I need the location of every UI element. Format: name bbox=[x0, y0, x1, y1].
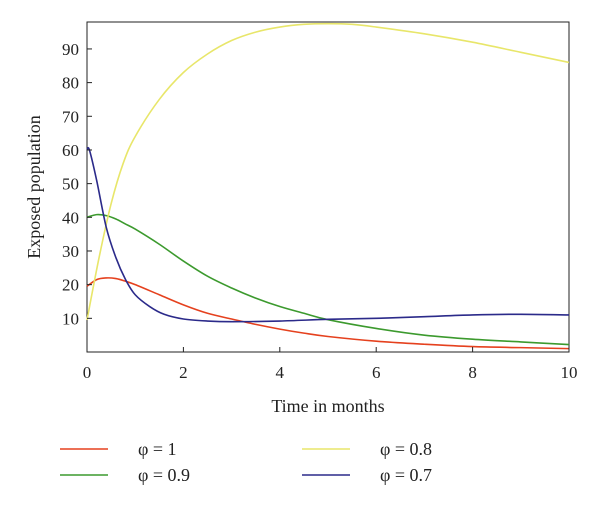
legend-label-2: φ = 0.9 bbox=[138, 465, 190, 485]
y-tick-label: 80 bbox=[62, 74, 79, 93]
x-tick-label: 10 bbox=[561, 363, 578, 382]
y-tick-label: 90 bbox=[62, 40, 79, 59]
legend: φ = 1 φ = 0.9 φ = 0.8 φ = 0.7 bbox=[60, 439, 432, 485]
y-tick-label: 70 bbox=[62, 107, 79, 126]
y-tick-label: 40 bbox=[62, 208, 79, 227]
legend-label-3: φ = 0.8 bbox=[380, 439, 432, 459]
y-tick-label: 10 bbox=[62, 309, 79, 328]
series-layer bbox=[86, 22, 570, 350]
series-line-1 bbox=[86, 277, 570, 350]
x-tick-label: 0 bbox=[83, 363, 92, 382]
series-line-2 bbox=[86, 213, 570, 346]
y-tick-label: 60 bbox=[62, 141, 79, 160]
series-line-3 bbox=[86, 22, 570, 321]
y-tick-label: 30 bbox=[62, 242, 79, 261]
y-tick-label: 50 bbox=[62, 175, 79, 194]
y-axis-title: Exposed population bbox=[24, 115, 44, 258]
x-axis-title: Time in months bbox=[271, 396, 384, 416]
legend-label-4: φ = 0.7 bbox=[380, 465, 432, 485]
x-tick-label: 8 bbox=[468, 363, 477, 382]
x-tick-label: 2 bbox=[179, 363, 188, 382]
plot-area bbox=[86, 21, 570, 353]
x-tick-label: 6 bbox=[372, 363, 381, 382]
legend-label-1: φ = 1 bbox=[138, 439, 177, 459]
series-line-4 bbox=[86, 146, 570, 323]
tick-layer: 0 2 4 6 8 10 10 20 30 40 50 60 70 80 90 bbox=[62, 40, 578, 382]
x-tick-label: 4 bbox=[276, 363, 285, 382]
y-tick-label: 20 bbox=[62, 276, 79, 295]
